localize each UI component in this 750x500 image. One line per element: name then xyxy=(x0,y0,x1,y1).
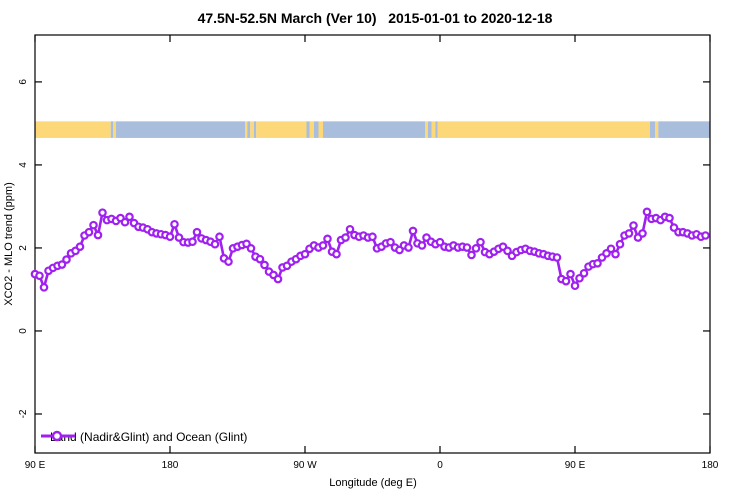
data-point xyxy=(192,227,202,237)
data-point xyxy=(215,232,224,242)
data-point xyxy=(300,249,310,259)
x-tick-label: 90 E xyxy=(25,460,46,471)
surface-band-segment-ocean xyxy=(314,121,319,138)
data-point xyxy=(615,239,625,249)
data-point xyxy=(665,213,674,223)
surface-band-segment-land xyxy=(245,121,248,138)
data-point xyxy=(386,237,395,247)
data-point xyxy=(462,243,472,252)
legend-series-marker-icon xyxy=(41,430,75,442)
data-point xyxy=(323,234,332,244)
data-point xyxy=(579,268,589,278)
data-point xyxy=(93,230,103,240)
data-point xyxy=(35,271,44,281)
data-point xyxy=(408,226,418,236)
data-point xyxy=(98,208,107,217)
data-point xyxy=(318,241,328,250)
x-tick-label: 90 W xyxy=(293,460,317,471)
x-tick-label: 180 xyxy=(162,460,179,471)
data-point xyxy=(273,274,283,284)
y-tick-label: 6 xyxy=(18,79,29,85)
surface-band-segment-ocean xyxy=(658,121,710,138)
y-tick-label: 2 xyxy=(18,245,29,251)
legend: Land (Nadir&Glint) and Ocean (Glint) xyxy=(41,429,247,445)
y-tick-label: 0 xyxy=(18,328,29,334)
surface-band-segment-ocean xyxy=(306,121,310,138)
data-point xyxy=(566,269,575,279)
surface-band-segment-land xyxy=(256,121,307,138)
surface-band-segment-ocean xyxy=(116,121,245,138)
legend-label: Land (Nadir&Glint) and Ocean (Glint) xyxy=(50,430,248,444)
y-axis-title: XCO2 - MLO trend (ppm) xyxy=(3,182,15,306)
data-point xyxy=(552,253,562,262)
data-point xyxy=(611,249,620,259)
data-point xyxy=(575,273,584,283)
surface-band-segment-ocean xyxy=(247,121,251,138)
x-tick-label: 0 xyxy=(437,460,443,471)
data-point xyxy=(84,227,94,237)
surface-band-segment-land xyxy=(437,121,650,138)
data-point xyxy=(188,237,197,247)
data-point xyxy=(467,250,476,260)
data-point xyxy=(255,254,265,264)
x-axis-title: Longitude (deg E) xyxy=(329,477,417,489)
x-tick-label: 90 E xyxy=(565,460,586,471)
x-tick-label: 180 xyxy=(702,460,719,471)
data-point xyxy=(260,260,269,270)
surface-band-segment-land xyxy=(318,121,323,138)
data-point xyxy=(57,260,67,269)
data-point xyxy=(638,229,647,238)
data-point xyxy=(417,241,427,250)
chart-title: 47.5N-52.5N March (Ver 10) 2015-01-01 to… xyxy=(197,10,553,26)
surface-band-segment-ocean xyxy=(110,121,113,138)
data-point xyxy=(561,276,571,286)
data-point xyxy=(345,224,355,234)
data-point xyxy=(224,257,233,266)
surface-band-segment-land xyxy=(113,121,116,138)
data-point xyxy=(503,246,512,256)
data-point xyxy=(246,244,256,253)
surface-band-segment-land xyxy=(431,121,436,138)
surface-band-segment-land xyxy=(309,121,314,138)
data-point xyxy=(89,220,98,230)
data-point xyxy=(39,283,49,292)
data-point xyxy=(210,239,220,249)
data-point xyxy=(570,281,580,291)
data-point xyxy=(332,249,341,259)
data-point xyxy=(404,243,413,252)
surface-band-segment-land xyxy=(655,121,659,138)
data-point xyxy=(125,212,134,222)
y-tick-label: 4 xyxy=(18,162,29,168)
surface-band-segment-ocean xyxy=(650,121,656,138)
surface-band-segment-ocean xyxy=(323,121,425,138)
surface-band-segment-land xyxy=(250,121,254,138)
data-point xyxy=(471,244,481,253)
data-point xyxy=(165,232,175,242)
surface-band-segment-land xyxy=(35,121,111,138)
data-point xyxy=(170,219,179,229)
data-point xyxy=(629,221,638,230)
surface-band-segment-land xyxy=(425,121,428,138)
data-point xyxy=(368,232,377,242)
surface-band-segment-ocean xyxy=(254,121,257,138)
y-tick-label: -2 xyxy=(18,409,29,418)
data-point xyxy=(341,233,350,242)
data-point xyxy=(606,244,616,254)
data-point xyxy=(75,242,85,251)
surface-band-segment-ocean xyxy=(435,121,438,138)
data-point xyxy=(624,229,634,238)
surface-band-segment-ocean xyxy=(428,121,432,138)
data-point xyxy=(62,255,71,264)
data-point xyxy=(593,259,602,268)
plot-border xyxy=(34,34,711,454)
data-point xyxy=(642,207,652,217)
data-point xyxy=(476,237,485,247)
data-point xyxy=(701,231,710,240)
data-point xyxy=(120,217,130,227)
